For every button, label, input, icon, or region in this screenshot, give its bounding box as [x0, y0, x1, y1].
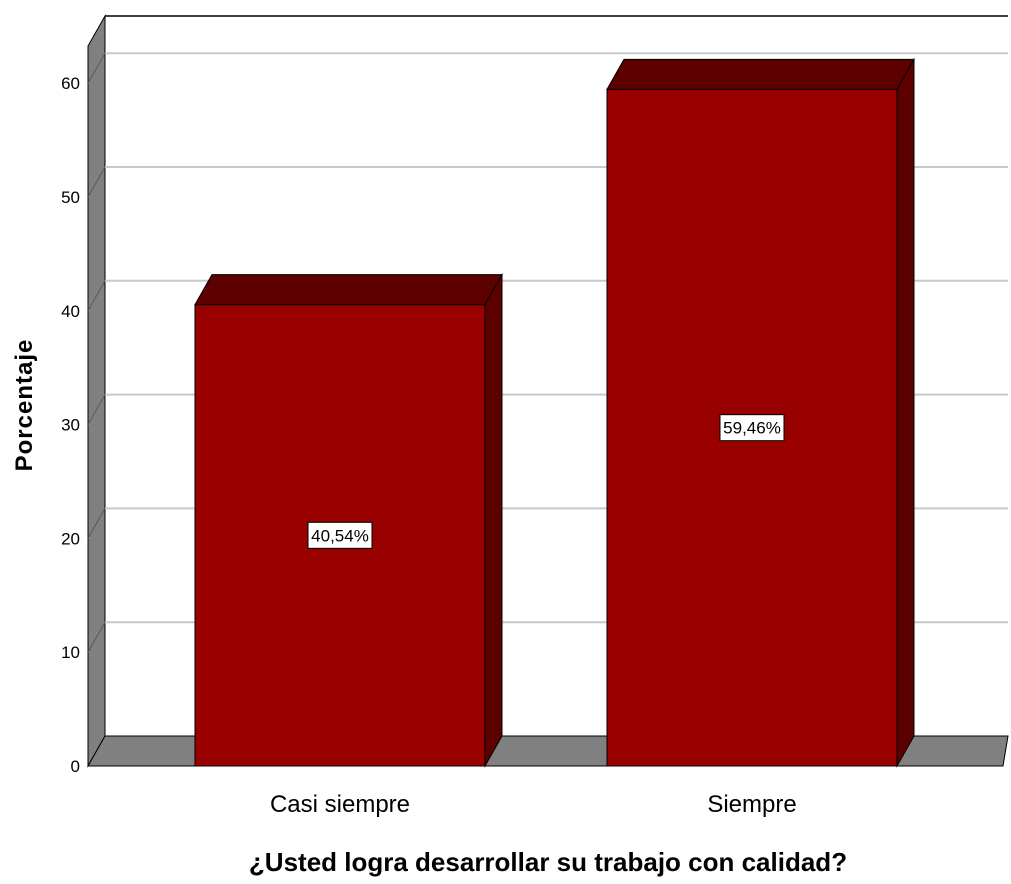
y-axis-title: Porcentaje	[11, 339, 38, 472]
bar: 40,54%	[194, 272, 503, 768]
bars: 40,54% 59,46%	[194, 57, 915, 768]
x-category-label: Siempre	[707, 791, 796, 818]
side-wall-gridline	[87, 280, 106, 312]
y-tick-label: 10	[61, 643, 80, 662]
side-wall-gridline	[87, 166, 106, 198]
y-axis-ticks: 0 10 20 30 40 50 60	[61, 74, 80, 776]
y-tick-label: 60	[61, 74, 80, 93]
y-tick-label: 0	[71, 757, 80, 776]
side-wall-gridline	[87, 394, 106, 425]
side-wall	[87, 14, 106, 768]
y-tick-label: 30	[61, 416, 80, 435]
data-label-text: 59,46%	[723, 419, 781, 438]
x-axis-title: ¿Usted logra desarrollar su trabajo con …	[249, 847, 847, 877]
side-wall-gridline	[87, 52, 106, 84]
data-label-text: 40,54%	[311, 526, 369, 545]
data-label: 59,46%	[719, 414, 785, 442]
bar-top	[194, 274, 503, 306]
bar-side	[896, 57, 915, 768]
x-category-label: Casi siempre	[270, 791, 410, 818]
data-label-box	[307, 521, 373, 549]
side-wall-gridline	[87, 621, 106, 653]
x-axis-categories: Casi siempre Siempre	[270, 791, 797, 818]
bar-side	[484, 272, 503, 768]
data-label-box	[719, 414, 785, 442]
y-tick-label: 20	[61, 529, 80, 548]
bar-top	[606, 58, 915, 90]
y-tick-label: 50	[61, 188, 80, 207]
bar: 59,46%	[606, 57, 915, 768]
side-wall-gridline	[87, 508, 106, 539]
data-label: 40,54%	[307, 521, 373, 549]
y-tick-label: 40	[61, 302, 80, 321]
